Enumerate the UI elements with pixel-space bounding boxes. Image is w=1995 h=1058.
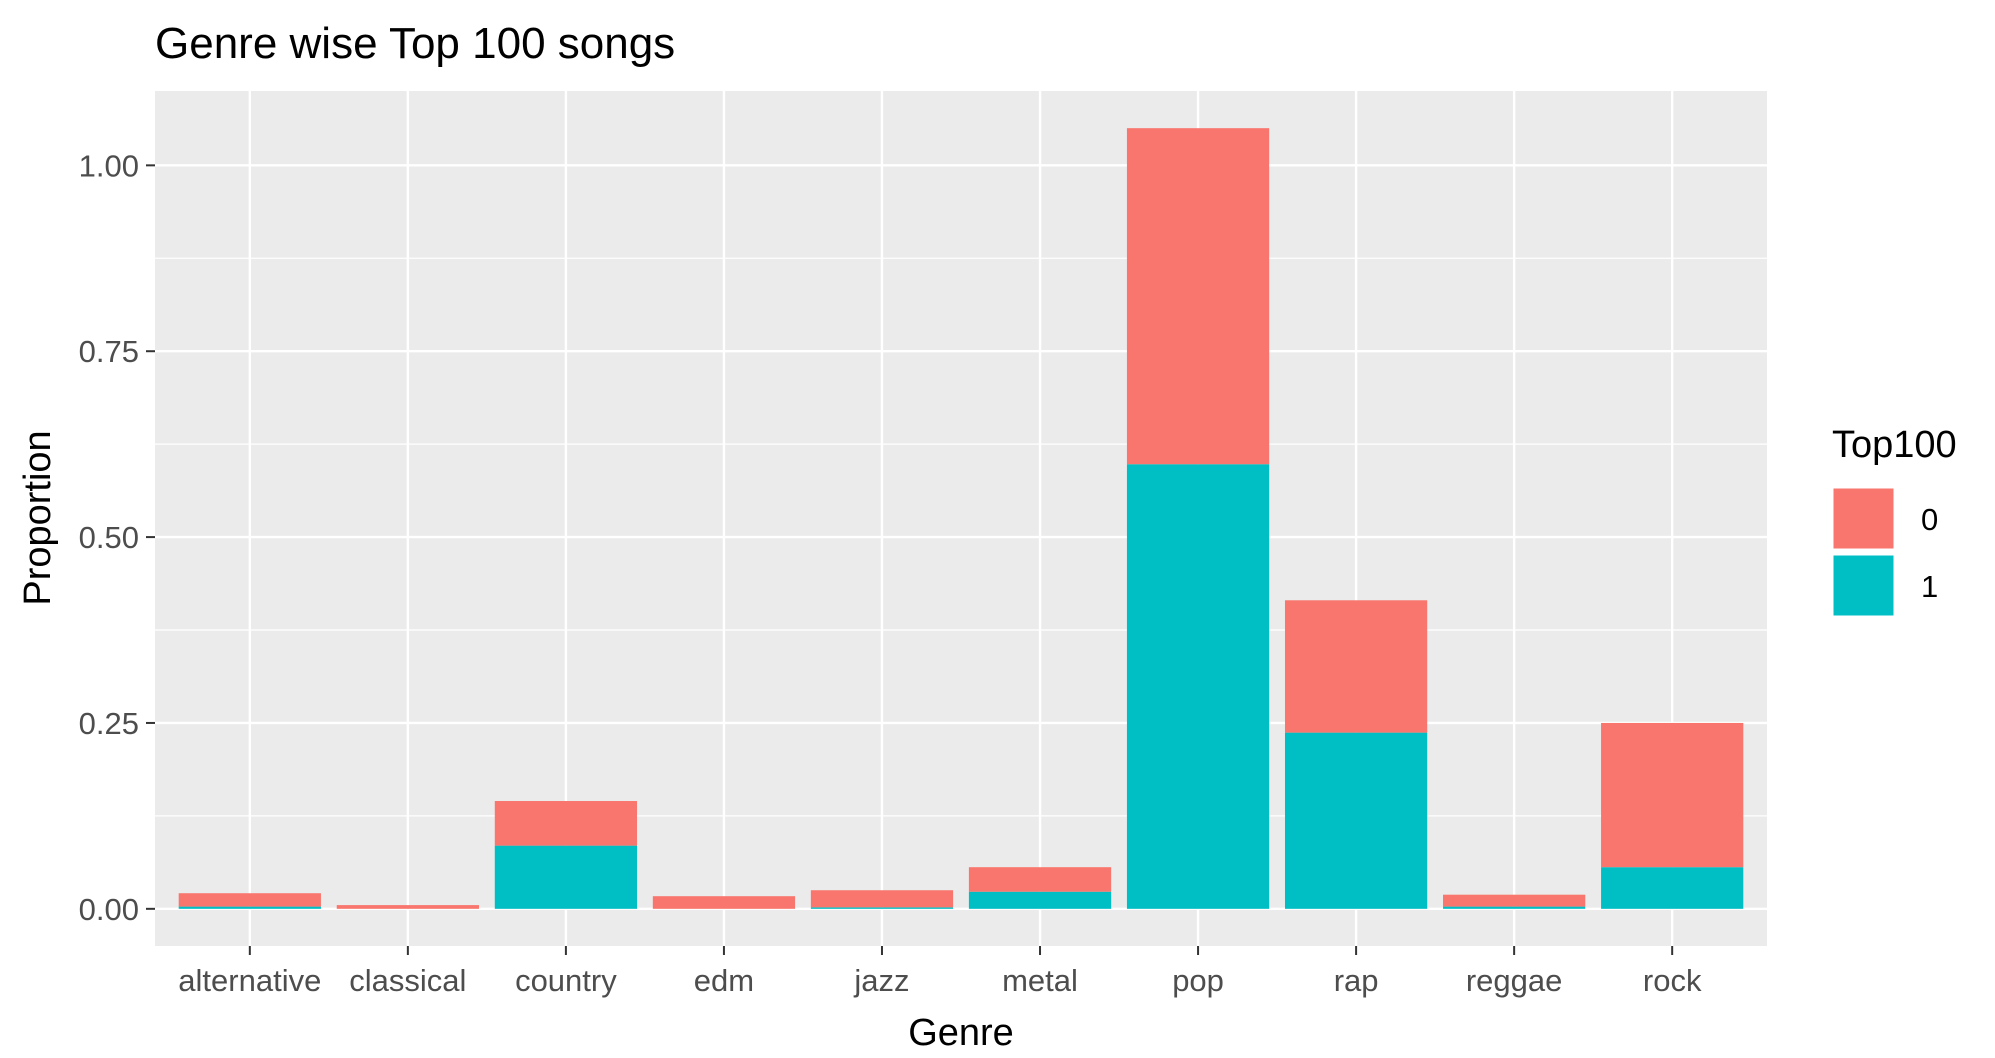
bar-edm-top100-0 (652, 896, 796, 909)
x-tick-label: rap (1334, 963, 1379, 998)
major-gridlines (155, 91, 1767, 946)
legend-label-0: 0 (1921, 502, 1938, 537)
bar-jazz-top100-1 (810, 907, 954, 909)
bar-rap-top100-1 (1284, 732, 1428, 909)
x-tick-label: pop (1172, 963, 1224, 998)
legend-key-1 (1830, 552, 1897, 619)
y-axis-title: Proportion (17, 430, 59, 605)
x-tick-label: edm (694, 963, 754, 998)
x-tick-label: alternative (178, 963, 321, 998)
bar-alternative-top100-1 (178, 906, 321, 909)
bar-metal-top100-0 (968, 867, 1112, 892)
bar-pop-top100-0 (1126, 128, 1270, 465)
bar-reggae-top100-0 (1443, 894, 1586, 907)
legend-title: Top100 (1832, 424, 1957, 466)
bar-reggae-top100-1 (1443, 906, 1586, 909)
bar-pop-top100-1 (1126, 464, 1270, 909)
chart-title: Genre wise Top 100 songs (155, 19, 675, 68)
plot-panel (155, 91, 1767, 946)
bar-rock-top100-1 (1601, 867, 1744, 909)
bar-metal-top100-1 (968, 891, 1112, 909)
legend-label-1: 1 (1921, 569, 1938, 604)
y-axis: 0.00 0.25 0.50 0.75 1.00 (79, 148, 155, 927)
y-tick-label: 0.75 (79, 334, 139, 369)
x-tick-label: classical (349, 963, 466, 998)
y-tick-label: 1.00 (79, 148, 139, 183)
x-tick-label: country (515, 963, 617, 998)
legend: Top100 0 1 (1830, 424, 1957, 619)
x-tick-label: reggae (1466, 963, 1563, 998)
bar-rock-top100-0 (1601, 722, 1744, 868)
bar-country-top100-0 (494, 801, 638, 846)
minor-gridlines (155, 257, 1767, 817)
x-tick-label: jazz (853, 963, 909, 998)
legend-key-0 (1830, 485, 1897, 552)
x-axis-title: Genre (908, 1012, 1014, 1054)
x-axis: alternative classical country edm jazz metal p… (178, 946, 1702, 998)
y-tick-label: 0.25 (79, 706, 139, 741)
x-tick-label: rock (1643, 963, 1702, 998)
bar-classical-top100-0 (336, 905, 479, 909)
bar-country-top100-1 (494, 845, 638, 909)
x-tick-label: metal (1002, 963, 1078, 998)
y-tick-label: 0.00 (79, 892, 139, 927)
bar-rap-top100-0 (1284, 600, 1428, 733)
y-tick-label: 0.50 (79, 520, 139, 555)
bar-jazz-top100-0 (810, 890, 954, 908)
bar-alternative-top100-0 (178, 893, 321, 907)
bars (178, 128, 1744, 909)
